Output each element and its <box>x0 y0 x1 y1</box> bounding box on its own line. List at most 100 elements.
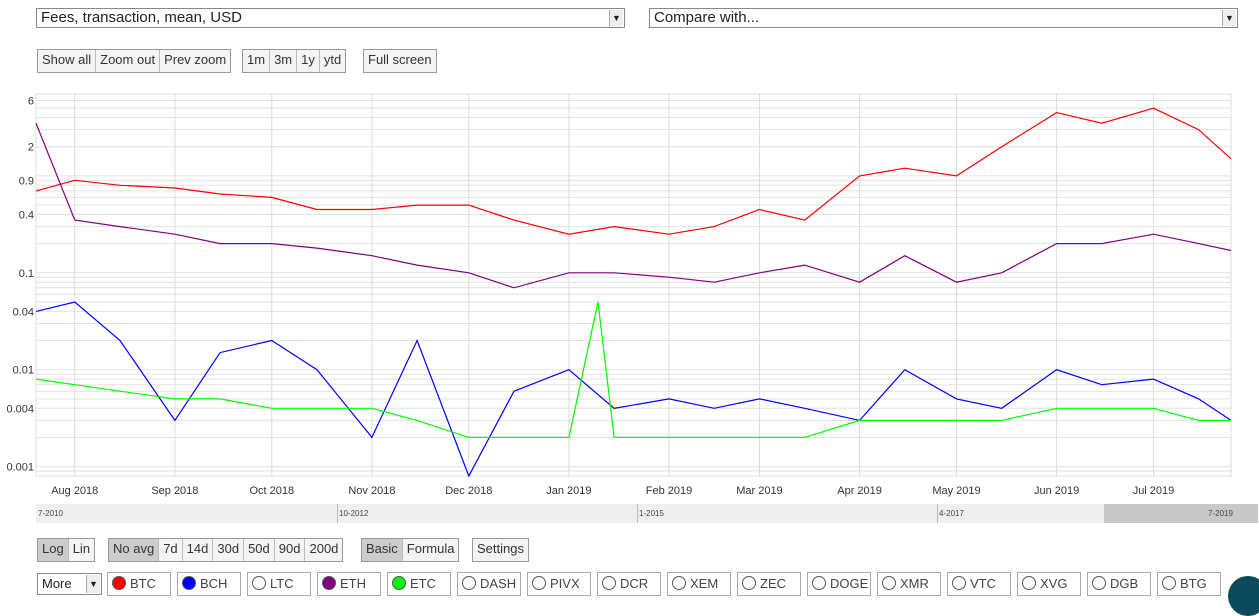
lin-scale-button[interactable]: Lin <box>68 539 95 561</box>
coin-toggle-eth[interactable]: ETH <box>317 572 381 596</box>
scroll-up-button[interactable] <box>1228 576 1259 616</box>
log-scale-button[interactable]: Log <box>38 539 69 561</box>
avg-14d-button[interactable]: 14d <box>182 539 214 561</box>
chevron-down-icon: ▼ <box>609 10 623 26</box>
range-3m-button[interactable]: 3m <box>270 50 298 72</box>
navigator-track[interactable] <box>36 504 1258 523</box>
radio-unchecked-icon <box>742 576 756 590</box>
coin-toggle-pivx[interactable]: PIVX <box>527 572 591 596</box>
navigator-divider <box>637 504 638 523</box>
range-button-group: 1m 3m 1y ytd <box>242 49 347 73</box>
x-tick-label: Dec 2018 <box>445 485 492 497</box>
coin-label: XEM <box>690 576 719 591</box>
compare-select[interactable]: Compare with... ▼ <box>649 8 1238 28</box>
avg-50d-button[interactable]: 50d <box>244 539 275 561</box>
y-tick-label: 2 <box>28 142 34 154</box>
radio-checked-icon <box>182 576 196 590</box>
full-screen-button[interactable]: Full screen <box>364 50 436 72</box>
x-tick-label: May 2019 <box>932 485 980 497</box>
metric-select[interactable]: Fees, transaction, mean, USD ▼ <box>36 8 625 28</box>
x-tick-label: Sep 2018 <box>151 485 198 497</box>
plot-frame <box>35 93 1232 477</box>
avg-90d-button[interactable]: 90d <box>274 539 306 561</box>
coin-toggle-vtc[interactable]: VTC <box>947 572 1011 596</box>
coin-toggle-doge[interactable]: DOGE <box>807 572 871 596</box>
coin-toggle-dgb[interactable]: DGB <box>1087 572 1151 596</box>
radio-checked-icon <box>112 576 126 590</box>
y-tick-label: 6 <box>28 95 34 107</box>
coin-label: ZEC <box>760 576 786 591</box>
show-all-button[interactable]: Show all <box>38 50 97 72</box>
zoom-out-button[interactable]: Zoom out <box>96 50 161 72</box>
coin-label: VTC <box>970 576 996 591</box>
avg-30d-button[interactable]: 30d <box>213 539 245 561</box>
range-ytd-button[interactable]: ytd <box>319 50 346 72</box>
x-tick-label: Mar 2019 <box>736 485 782 497</box>
coin-toggle-xmr[interactable]: XMR <box>877 572 941 596</box>
series-line-etc <box>35 301 1231 438</box>
navigator-divider <box>337 504 338 523</box>
coin-toggle-ltc[interactable]: LTC <box>247 572 311 596</box>
radio-unchecked-icon <box>462 576 476 590</box>
chevron-down-icon: ▼ <box>86 575 100 593</box>
coin-toggle-bch[interactable]: BCH <box>177 572 241 596</box>
metric-select-value: Fees, transaction, mean, USD <box>41 9 242 26</box>
radio-unchecked-icon <box>672 576 686 590</box>
basic-mode-button[interactable]: Basic <box>362 539 403 561</box>
avg-7d-button[interactable]: 7d <box>159 539 183 561</box>
coin-toggle-xem[interactable]: XEM <box>667 572 731 596</box>
coin-label: DGB <box>1110 576 1139 591</box>
coin-label: LTC <box>270 576 294 591</box>
navigator-selection[interactable] <box>1104 504 1258 523</box>
no-avg-button[interactable]: No avg <box>109 539 160 561</box>
coin-toggle-btg[interactable]: BTG <box>1157 572 1221 596</box>
range-1y-button[interactable]: 1y <box>297 50 320 72</box>
x-axis-ticks: Aug 2018 Sep 2018 Oct 2018 Nov 2018 Dec 2018… <box>51 485 1174 497</box>
more-select[interactable]: More ▼ <box>37 573 102 595</box>
y-tick-label: 0.04 <box>13 306 34 318</box>
x-tick-label: Jul 2019 <box>1133 485 1175 497</box>
x-tick-label: Aug 2018 <box>51 485 98 497</box>
avg-button-group: No avg 7d 14d 30d 50d 90d 200d <box>108 538 344 562</box>
coin-toggle-xvg[interactable]: XVG <box>1017 572 1081 596</box>
settings-button[interactable]: Settings <box>473 539 528 561</box>
x-tick-label: Apr 2019 <box>837 485 882 497</box>
prev-zoom-button[interactable]: Prev zoom <box>160 50 231 72</box>
navigator-divider <box>937 504 938 523</box>
formula-mode-button[interactable]: Formula <box>402 539 459 561</box>
navigator-label: 7-2010 <box>38 509 63 518</box>
y-tick-label: 0.001 <box>6 462 34 474</box>
chart-grid <box>35 93 1232 477</box>
navigator-label: 4-2017 <box>939 509 964 518</box>
settings-group: Settings <box>472 538 529 562</box>
zoom-button-group: Show all Zoom out Prev zoom <box>37 49 232 73</box>
navigator-label: 1-2015 <box>639 509 664 518</box>
coin-toggle-zec[interactable]: ZEC <box>737 572 801 596</box>
coin-label: XMR <box>900 576 929 591</box>
coin-toggle-dash[interactable]: DASH <box>457 572 521 596</box>
coin-label: BCH <box>200 576 228 591</box>
coin-toggle-btc[interactable]: BTC <box>107 572 171 596</box>
coin-label: DASH <box>480 576 517 591</box>
series-line-eth <box>35 122 1232 289</box>
navigator-label: 7-2019 <box>1208 509 1233 518</box>
coin-label: BTG <box>1180 576 1207 591</box>
coin-toggle-etc[interactable]: ETC <box>387 572 451 596</box>
x-tick-label: Oct 2018 <box>249 485 294 497</box>
avg-200d-button[interactable]: 200d <box>305 539 343 561</box>
radio-unchecked-icon <box>1162 576 1176 590</box>
radio-unchecked-icon <box>1092 576 1106 590</box>
range-1m-button[interactable]: 1m <box>243 50 271 72</box>
coin-label: DCR <box>620 576 649 591</box>
series-line-bch <box>35 301 1232 478</box>
y-tick-label: 0.4 <box>19 209 34 221</box>
y-tick-label: 0.01 <box>13 365 34 377</box>
coin-toggle-dcr[interactable]: DCR <box>597 572 661 596</box>
y-tick-label: 0.1 <box>19 268 34 280</box>
line-chart[interactable]: 6 2 0.9 0.4 0.1 0.04 0.01 0.004 0.001 Aug 2018 Se… <box>0 0 1259 500</box>
navigator-label: 10-2012 <box>339 509 369 518</box>
coin-label: ETC <box>410 576 436 591</box>
compare-select-value: Compare with... <box>654 9 760 26</box>
mode-button-group: Basic Formula <box>361 538 460 562</box>
coin-label: ETH <box>340 576 366 591</box>
